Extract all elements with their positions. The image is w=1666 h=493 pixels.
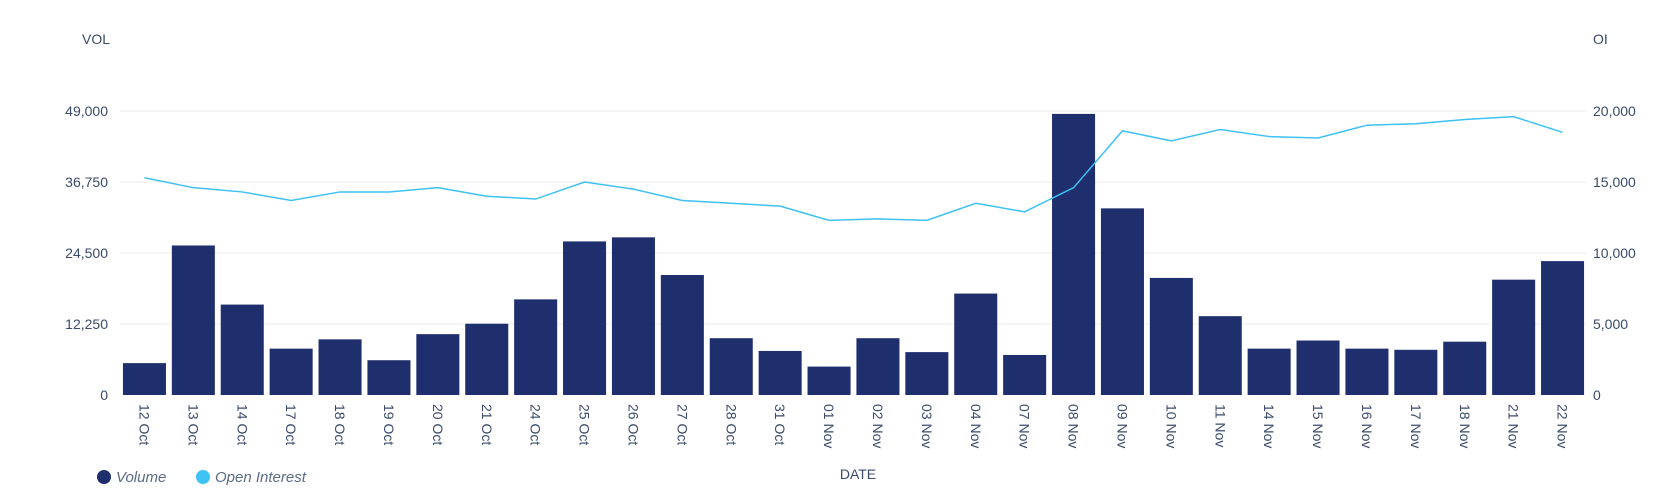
x-tick-label: 25 Oct [577,404,593,445]
x-tick-label: 02 Nov [870,404,886,448]
volume-bar[interactable] [1541,261,1585,395]
x-tick-label: 11 Nov [1212,404,1228,447]
volume-bar[interactable] [416,334,460,395]
volume-bar[interactable] [1296,340,1340,395]
volume-bar[interactable] [1003,355,1047,395]
y-tick-label-left: 24,500 [65,245,108,261]
x-tick-label: 07 Nov [1017,404,1033,448]
x-tick-label: 16 Nov [1359,404,1375,448]
x-tick-label: 17 Oct [283,404,299,445]
volume-bar[interactable] [1345,348,1389,395]
left-y-axis: 0 12,250 24,500 36,750 49,000 [65,103,108,403]
x-tick-label: 18 Oct [332,404,348,445]
volume-bar[interactable] [660,275,704,395]
volume-bar[interactable] [807,366,851,395]
x-tick-label: 03 Nov [919,404,935,448]
y-tick-label-left: 0 [100,387,108,403]
x-tick-label: 22 Nov [1555,404,1571,448]
volume-bar[interactable] [1443,341,1487,395]
x-tick-label: 04 Nov [968,404,984,448]
volume-bar[interactable] [1394,349,1438,395]
legend: Volume Open Interest [97,469,307,486]
x-tick-label: 24 Oct [528,404,544,445]
volume-bar[interactable] [856,338,900,395]
x-tick-label: 08 Nov [1066,404,1082,448]
x-tick-label: 27 Oct [674,404,690,445]
y-axis-title-left: VOL [82,31,110,47]
volume-bar[interactable] [611,237,655,395]
x-tick-label: 18 Nov [1457,404,1473,448]
volume-bar[interactable] [1100,208,1144,395]
volume-bars[interactable] [122,113,1585,396]
volume-bar[interactable] [563,241,607,395]
y-tick-label-right: 5,000 [1593,316,1628,332]
x-tick-label: 15 Nov [1310,404,1326,448]
volume-bar[interactable] [905,352,949,395]
legend-label-open-interest: Open Interest [215,469,307,486]
y-tick-label-left: 49,000 [65,103,108,119]
y-axis-title-right: OI [1593,31,1608,47]
legend-item-volume[interactable]: Volume [97,469,166,486]
volume-bar[interactable] [220,304,264,395]
y-tick-label-right: 0 [1593,387,1601,403]
y-tick-label-left: 12,250 [65,316,108,332]
x-axis-title: DATE [840,466,876,482]
open-interest-line[interactable] [144,115,1563,222]
y-tick-label-right: 10,000 [1593,245,1636,261]
x-tick-label: 14 Nov [1261,404,1277,448]
x-tick-label: 20 Oct [430,404,446,445]
volume-bar[interactable] [1198,316,1242,395]
volume-bar[interactable] [1149,277,1193,395]
x-tick-label: 19 Oct [381,404,397,445]
volume-bar[interactable] [709,338,753,395]
x-tick-label: 28 Oct [723,404,739,445]
x-tick-label: 17 Nov [1408,404,1424,448]
volume-bar[interactable] [269,348,313,395]
volume-bar[interactable] [954,293,998,395]
y-tick-label-right: 20,000 [1593,103,1636,119]
x-tick-label: 21 Nov [1506,404,1522,448]
legend-item-open-interest[interactable]: Open Interest [196,469,307,486]
legend-marker-open-interest [196,470,210,484]
x-tick-label: 14 Oct [234,404,250,445]
x-tick-label: 12 Oct [136,404,152,445]
x-tick-label: 26 Oct [625,404,641,445]
x-tick-label: 10 Nov [1163,404,1179,448]
x-tick-label: 13 Oct [185,404,201,445]
legend-marker-volume [97,470,111,484]
y-tick-label-right: 15,000 [1593,174,1636,190]
legend-label-volume: Volume [116,469,166,486]
volume-bar[interactable] [1492,279,1536,395]
open-interest-series-line[interactable] [144,115,1563,222]
volume-bar[interactable] [367,360,411,395]
gridlines [120,110,1587,325]
volume-bar[interactable] [758,350,802,395]
volume-bar[interactable] [171,245,215,395]
x-tick-label: 01 Nov [821,404,837,448]
volume-bar[interactable] [514,299,558,395]
x-tick-label: 21 Oct [479,404,495,445]
x-axis: 12 Oct 13 Oct 14 Oct 17 Oct 18 Oct 19 Oct 20 O… [136,404,1570,448]
volume-bar[interactable] [465,323,509,395]
volume-bar[interactable] [1247,348,1291,395]
right-y-axis: 0 5,000 10,000 15,000 20,000 [1593,103,1636,403]
volume-bar[interactable] [122,363,166,395]
x-tick-label: 09 Nov [1114,404,1130,448]
volume-bar[interactable] [318,339,362,395]
volume-bar[interactable] [1052,113,1096,396]
x-tick-label: 31 Oct [772,404,788,445]
y-tick-label-left: 36,750 [65,174,108,190]
